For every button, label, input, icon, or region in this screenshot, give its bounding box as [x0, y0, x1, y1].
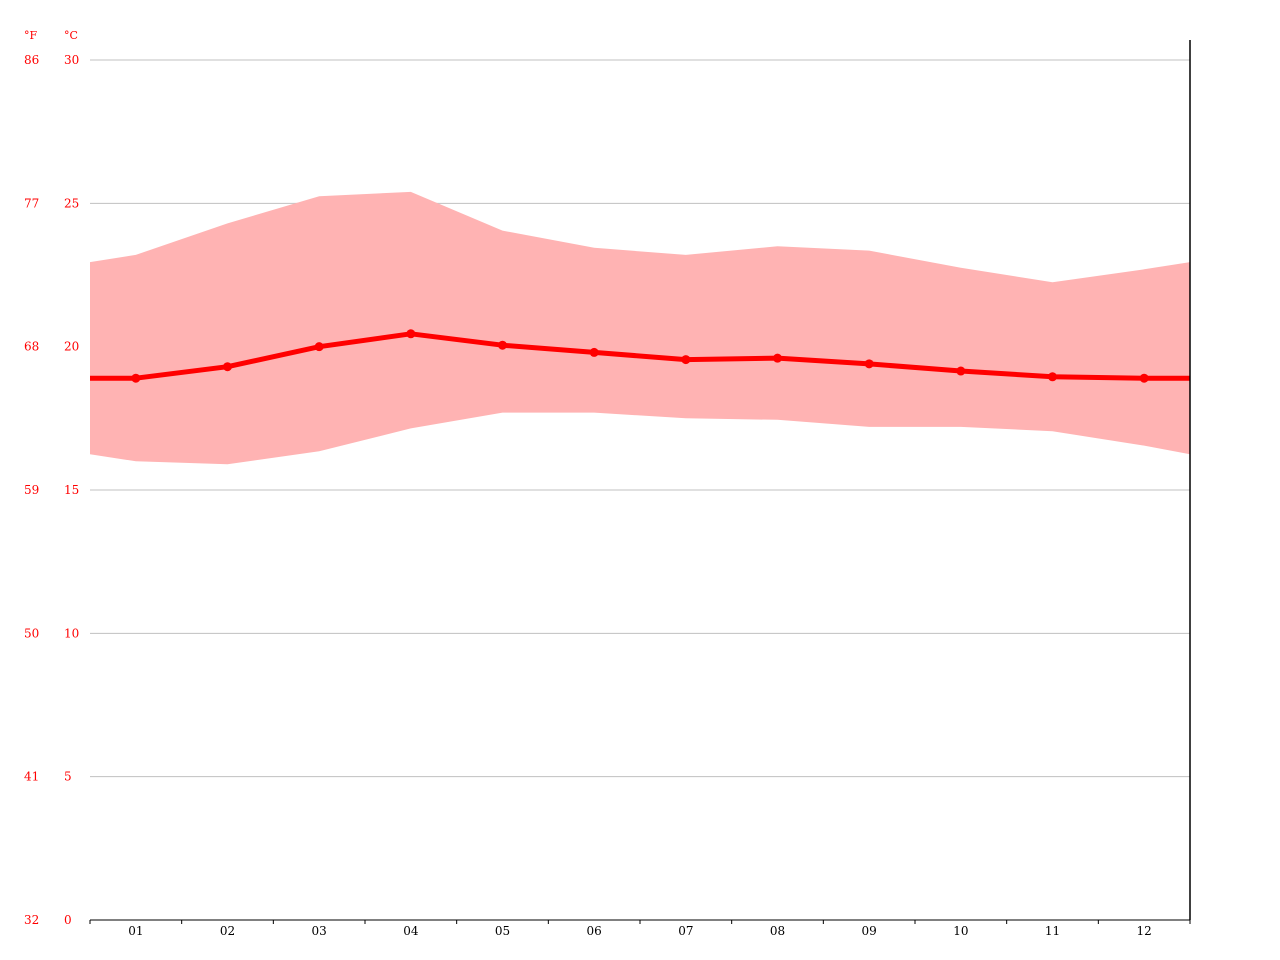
mean-point [1139, 373, 1149, 383]
x-tick-label: 12 [1137, 924, 1152, 938]
mean-point [314, 342, 324, 352]
y-tick-label-f: 41 [24, 770, 39, 784]
mean-point [589, 347, 599, 357]
celsius-unit-label: °C [64, 29, 78, 42]
y-tick-label-f: 86 [24, 53, 39, 67]
y-tick-label-f: 68 [24, 340, 39, 354]
y-tick-label-c: 0 [64, 913, 72, 927]
y-tick-label-c: 10 [64, 626, 79, 640]
mean-temperature-line [90, 331, 1190, 381]
y-tick-label-c: 20 [64, 340, 79, 354]
x-tick-label: 02 [220, 924, 235, 938]
fahrenheit-unit-label: °F [24, 29, 38, 42]
axes [89, 40, 1191, 924]
mean-point [1048, 372, 1057, 382]
y-tick-label-c: 25 [64, 196, 79, 210]
y-tick-label-c: 30 [64, 53, 79, 67]
x-tick-label: 04 [403, 924, 419, 938]
x-tick-label: 11 [1045, 924, 1060, 938]
temperature-range-band [90, 191, 1190, 465]
y-tick-label-c: 5 [64, 770, 72, 784]
x-tick-label: 03 [312, 924, 327, 938]
mean-line [90, 329, 1190, 383]
tick-labels: °F °C 32 0 41 5 50 10 59 15 68 20 77 25 86 30 01 02 03 04… [24, 29, 1152, 938]
x-tick-label: 10 [953, 924, 968, 938]
mean-point [498, 340, 507, 350]
mean-point [406, 329, 416, 339]
mean-point [681, 355, 691, 365]
x-tick-label: 08 [770, 924, 785, 938]
mean-point [223, 362, 232, 372]
y-tick-label-f: 59 [24, 483, 39, 497]
mean-point [773, 353, 782, 363]
x-tick-label: 07 [678, 924, 693, 938]
x-tick-label: 09 [862, 924, 877, 938]
x-tick-label: 01 [128, 924, 143, 938]
min-max-band [90, 191, 1190, 465]
x-tick-label: 05 [495, 924, 510, 938]
y-tick-label-f: 32 [24, 913, 39, 927]
mean-point [864, 359, 874, 369]
mean-point [956, 366, 966, 376]
y-tick-label-f: 77 [24, 196, 39, 210]
x-tick-label: 06 [587, 924, 602, 938]
mean-point [131, 373, 141, 383]
y-tick-label-c: 15 [64, 483, 79, 497]
y-tick-label-f: 50 [24, 626, 39, 640]
